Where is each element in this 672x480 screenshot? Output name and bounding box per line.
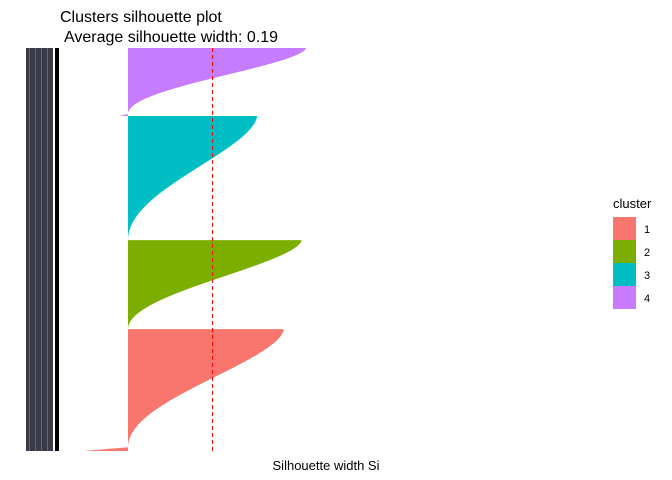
left-observation-bars bbox=[26, 48, 59, 451]
silhouette-bars bbox=[83, 48, 306, 451]
cluster-3-bars bbox=[128, 115, 258, 241]
chart-subtitle: Average silhouette width: 0.19 bbox=[64, 29, 278, 46]
legend-swatch-4 bbox=[613, 286, 636, 309]
chart-title: Clusters silhouette plot bbox=[60, 9, 222, 26]
legend-swatch-2 bbox=[613, 240, 636, 263]
legend-label-3: 3 bbox=[644, 270, 650, 282]
cluster-2-bars bbox=[128, 240, 302, 330]
cluster-4-bars bbox=[119, 48, 306, 116]
legend: cluster 1 2 3 4 bbox=[613, 196, 652, 309]
x-axis-label: Silhouette width Si bbox=[273, 458, 380, 473]
legend-swatch-1 bbox=[613, 217, 636, 240]
legend-label-1: 1 bbox=[644, 224, 650, 236]
legend-swatch-3 bbox=[613, 263, 636, 286]
legend-label-2: 2 bbox=[644, 247, 650, 259]
legend-label-4: 4 bbox=[644, 293, 650, 305]
legend-title: cluster bbox=[613, 196, 652, 211]
cluster-1-bars bbox=[83, 329, 284, 451]
observation-ticks-block bbox=[26, 48, 53, 451]
axis-bar bbox=[55, 48, 59, 451]
